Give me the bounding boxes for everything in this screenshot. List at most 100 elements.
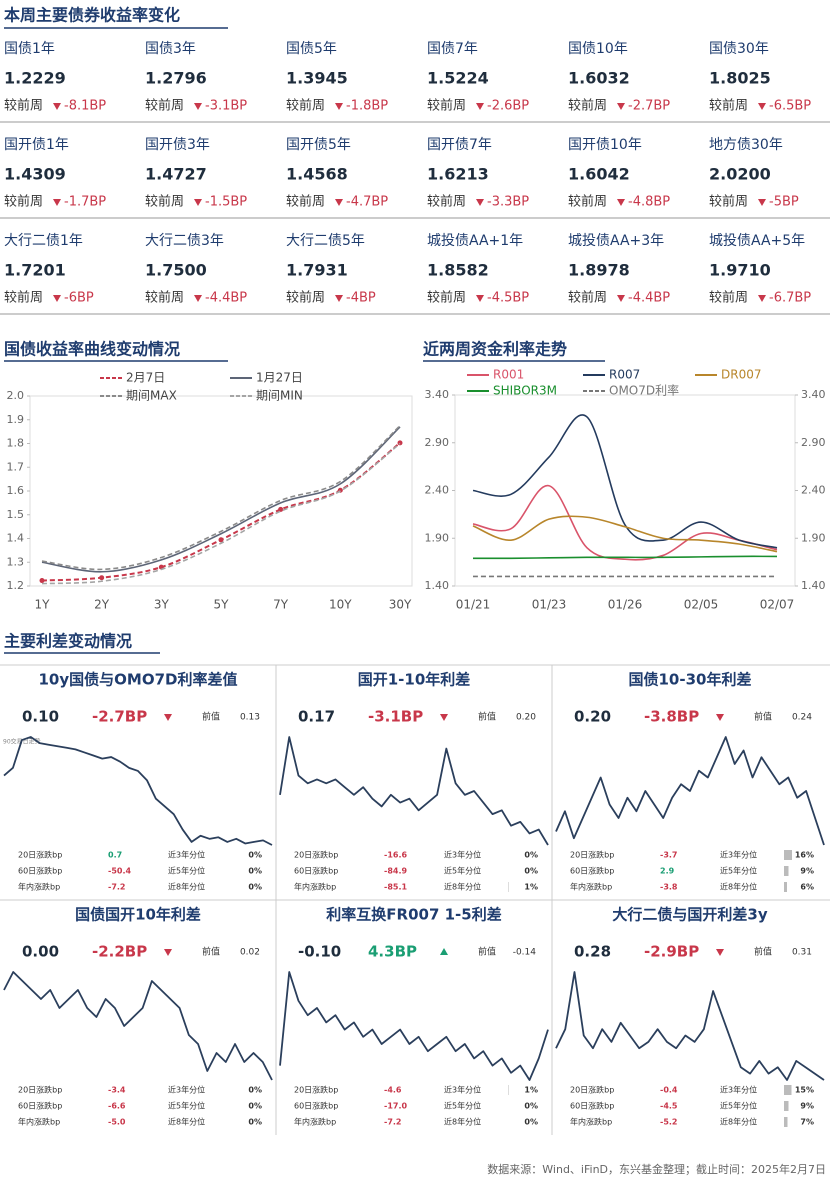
arrow-down <box>476 295 484 302</box>
prev-value: 0.31 <box>792 948 812 958</box>
series-line <box>41 426 401 573</box>
arrow-down <box>716 949 724 956</box>
spread-line <box>555 736 825 846</box>
x-tick-label: 01/21 <box>456 598 491 612</box>
y2-tick-label: 3.40 <box>801 388 826 401</box>
stat-label: 年内涨跌bp <box>294 882 336 892</box>
compare-label: 较前周 <box>145 98 184 114</box>
y-tick-label: 2.90 <box>425 436 450 449</box>
stat-value: -7.2 <box>384 1118 402 1127</box>
series-line <box>472 414 778 549</box>
current-value: 0.28 <box>574 943 611 961</box>
current-value: -0.10 <box>298 943 341 961</box>
stat-value: -3.4 <box>108 1086 126 1095</box>
stat-value: -3.8 <box>660 883 678 892</box>
y-tick-label: 1.5 <box>7 508 25 521</box>
y-tick-label: 1.9 <box>7 413 25 426</box>
arrow-down <box>617 103 625 110</box>
bond-name: 国开债7年 <box>427 137 492 153</box>
legend-label: DR007 <box>721 368 761 382</box>
pct-bar <box>508 1085 509 1095</box>
bond-name: 地方债30年 <box>709 137 783 153</box>
pct-label: 近3年分位 <box>168 850 205 860</box>
series-line <box>472 484 778 561</box>
arrow-down <box>758 199 766 206</box>
stat-label: 60日涨跌bp <box>570 1101 614 1111</box>
compare-label: 较前周 <box>4 98 43 114</box>
stat-value: -4.5 <box>660 1102 678 1111</box>
pct-value: 6% <box>800 883 814 892</box>
stat-value: -16.6 <box>384 851 407 860</box>
compare-label: 较前周 <box>568 98 607 114</box>
legend-label: OMO7D利率 <box>609 383 679 398</box>
stat-label: 60日涨跌bp <box>570 866 614 876</box>
stat-label: 20日涨跌bp <box>18 850 62 860</box>
pct-bar <box>784 866 789 876</box>
pct-label: 近5年分位 <box>168 866 205 876</box>
bond-yield: 1.9710 <box>709 261 771 280</box>
series-line <box>472 515 778 553</box>
panel-title: 大行二债与国开利差3y <box>612 906 767 924</box>
stat-label: 年内涨跌bp <box>18 1117 60 1127</box>
y-tick-label: 1.6 <box>7 484 25 497</box>
pct-label: 近3年分位 <box>168 1085 205 1095</box>
bond-change: -1.8BP <box>346 99 388 114</box>
bond-name: 大行二债5年 <box>286 233 365 249</box>
legend-label: 1月27日 <box>256 371 303 385</box>
pct-value: 7% <box>800 1118 814 1127</box>
compare-label: 较前周 <box>709 98 748 114</box>
stat-value: -6.6 <box>108 1102 126 1111</box>
pct-label: 近3年分位 <box>444 1085 481 1095</box>
y2-tick-label: 2.90 <box>801 436 826 449</box>
bond-yield: 1.4309 <box>4 165 66 184</box>
arrow-down <box>617 199 625 206</box>
stat-label: 60日涨跌bp <box>294 866 338 876</box>
bond-name: 城投债AA+5年 <box>709 233 805 249</box>
pct-bar <box>784 850 792 860</box>
bond-change: -2.7BP <box>628 99 670 114</box>
stat-value: -5.0 <box>108 1118 126 1127</box>
panel-title: 利率互换FR007 1-5利差 <box>326 906 501 924</box>
pct-label: 近3年分位 <box>720 850 757 860</box>
bond-name: 城投债AA+1年 <box>427 233 523 249</box>
change: -2.7BP <box>92 708 147 726</box>
series-line <box>472 555 778 560</box>
y2-tick-label: 2.40 <box>801 484 826 497</box>
stat-label: 60日涨跌bp <box>294 1101 338 1111</box>
section-title: 国债收益率曲线变动情况 <box>4 340 180 359</box>
arrow-down <box>53 199 61 206</box>
compare-label: 较前周 <box>568 290 607 306</box>
compare-label: 较前周 <box>145 290 184 306</box>
prev-value: 0.13 <box>240 713 260 723</box>
stat-label: 60日涨跌bp <box>18 1101 62 1111</box>
point <box>278 506 284 512</box>
stat-label: 20日涨跌bp <box>570 850 614 860</box>
bond-change: -3.3BP <box>487 195 529 210</box>
compare-label: 较前周 <box>286 290 325 306</box>
stat-label: 年内涨跌bp <box>18 882 60 892</box>
x-tick-label: 1Y <box>35 598 51 612</box>
point <box>218 537 224 543</box>
compare-label: 较前周 <box>427 194 466 210</box>
compare-label: 较前周 <box>709 290 748 306</box>
legend-label: SHIBOR3M <box>493 384 557 398</box>
pct-label: 近3年分位 <box>444 850 481 860</box>
arrow-down <box>335 199 343 206</box>
pct-value: 16% <box>795 851 814 860</box>
bond-name: 国债30年 <box>709 41 769 57</box>
panel-title: 10y国债与OMO7D利率差值 <box>39 671 238 689</box>
arrow-up <box>440 948 448 955</box>
pct-label: 近5年分位 <box>720 1101 757 1111</box>
bond-yield: 1.2229 <box>4 69 66 88</box>
stat-label: 年内涨跌bp <box>570 1117 612 1127</box>
bond-yield: 1.6042 <box>568 165 630 184</box>
stat-label: 年内涨跌bp <box>294 1117 336 1127</box>
legend-label: R001 <box>493 368 524 382</box>
bond-name: 大行二债1年 <box>4 233 83 249</box>
compare-label: 较前周 <box>4 194 43 210</box>
footer: 数据来源：Wind、iFinD，东兴基金整理；截止时间：2025年2月7日 <box>487 1162 826 1176</box>
arrow-down <box>335 295 343 302</box>
arrow-down <box>617 295 625 302</box>
pct-label: 近8年分位 <box>444 1117 481 1127</box>
